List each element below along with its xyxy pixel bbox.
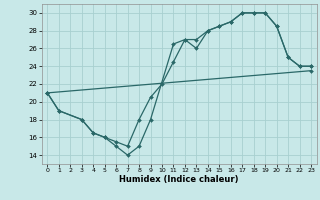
X-axis label: Humidex (Indice chaleur): Humidex (Indice chaleur) <box>119 175 239 184</box>
